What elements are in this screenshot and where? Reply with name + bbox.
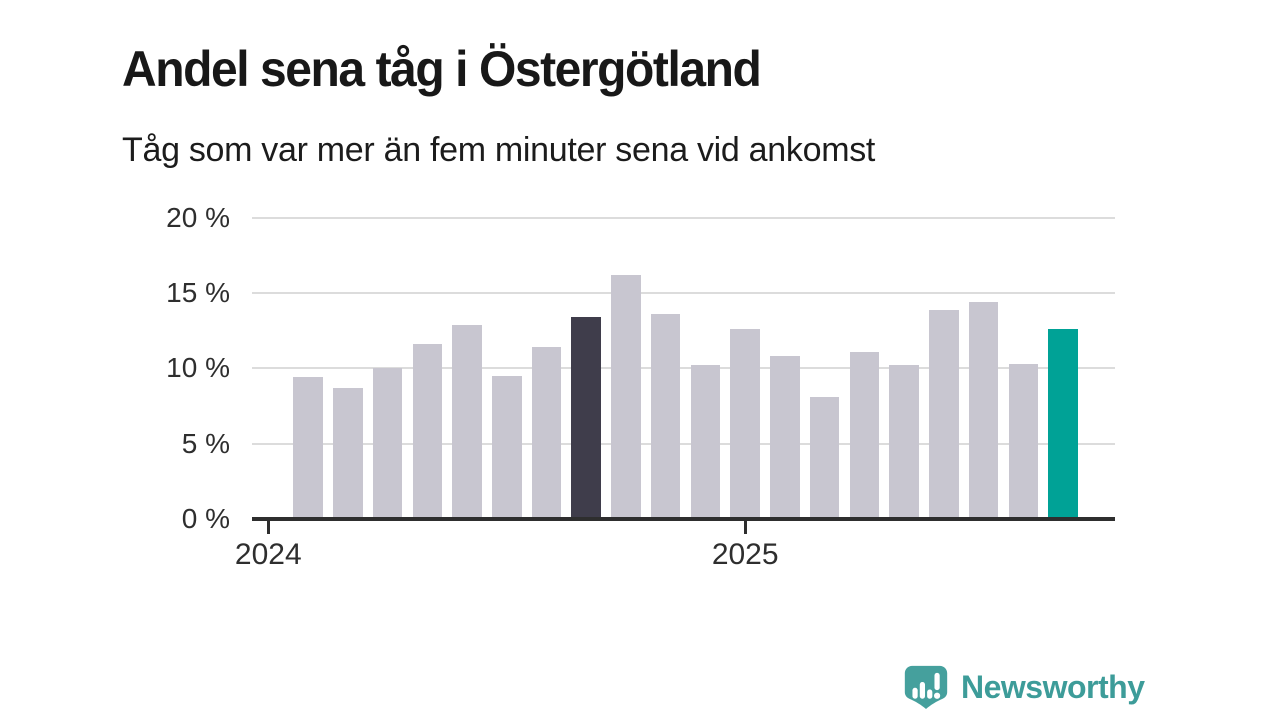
bar-2024-08 (531, 347, 562, 519)
gridline-20 (252, 216, 1115, 219)
brand-name: Newsworthy (961, 668, 1145, 705)
bar-2025-01 (730, 329, 760, 519)
bar-2025-04 (849, 352, 880, 519)
bar-2024-07 (492, 376, 522, 519)
bar-2024-09 (571, 317, 601, 519)
bar-2025-02 (770, 356, 800, 519)
gridline-5 (252, 442, 1115, 445)
chart-subtitle: Tåg som var mer än fem minuter sena vid … (122, 131, 876, 169)
bar-2024-02 (293, 377, 323, 519)
x-axis-tick-2025 (743, 521, 747, 534)
brand-footer: Newsworthy (902, 663, 1145, 711)
bar-2024-11 (650, 314, 681, 519)
y-axis-label-20: 20 % (166, 201, 230, 233)
bar-2024-03 (333, 388, 363, 519)
bar-2025-06 (929, 310, 959, 519)
newsworthy-logo-icon (904, 665, 948, 710)
x-axis-tick-2024 (266, 521, 270, 534)
bar-2024-05 (412, 344, 443, 519)
bar-2024-12 (690, 365, 721, 519)
bar-2024-06 (452, 325, 482, 519)
bar-2024-10 (611, 275, 641, 519)
y-axis-label-0: 0 % (181, 503, 230, 534)
bar-2025-09 (1048, 329, 1078, 519)
bar-2025-05 (889, 365, 919, 519)
gridline-15 (252, 292, 1115, 295)
bar-2024-04 (372, 368, 403, 519)
y-axis-label-5: 5 % (181, 427, 230, 459)
bar-2025-03 (809, 397, 840, 519)
bar-2025-08 (1008, 364, 1039, 519)
gridline-10 (252, 367, 1115, 370)
x-axis-label-2024: 2024 (234, 538, 302, 571)
chart-title: Andel sena tåg i Östergötland (122, 40, 762, 97)
y-axis-label-10: 10 % (166, 352, 230, 384)
x-axis-label-2025: 2025 (711, 538, 779, 571)
bar-2025-07 (968, 302, 999, 519)
x-axis-line (252, 517, 1115, 521)
y-axis-label-15: 15 % (166, 277, 230, 309)
